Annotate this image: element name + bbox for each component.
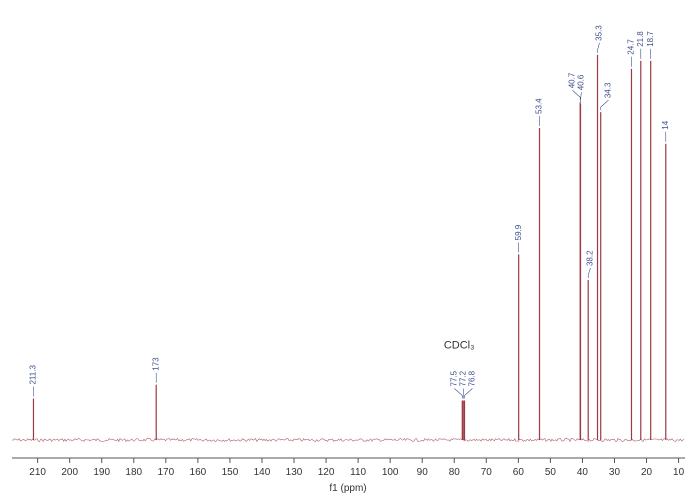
x-tick-label: 170 <box>157 467 174 478</box>
peak-label: 35.3 <box>595 25 604 41</box>
x-tick-label: 60 <box>513 467 525 478</box>
x-tick-label: 140 <box>254 467 271 478</box>
x-tick-label: 100 <box>382 467 399 478</box>
peak-label: 38.2 <box>586 250 595 266</box>
x-tick-label: 80 <box>449 467 461 478</box>
peak-label: 14 <box>661 120 670 129</box>
x-tick-label: 210 <box>29 467 46 478</box>
peak-leader <box>572 90 581 101</box>
peak-label: 40.7 <box>568 72 577 88</box>
peak-label: 18.7 <box>646 31 655 47</box>
peak-label: 40.6 <box>577 74 586 90</box>
peak-leader <box>580 92 582 103</box>
peak-label: 76.8 <box>468 370 477 386</box>
x-tick-label: 20 <box>641 467 653 478</box>
x-tick-label: 50 <box>545 467 557 478</box>
x-tick-label: 110 <box>350 467 366 478</box>
x-tick-label: 130 <box>286 467 303 478</box>
solvent-annotation: CDCl₃ <box>444 340 475 352</box>
peak-label: 34.3 <box>604 82 613 98</box>
x-tick-label: 180 <box>125 467 142 478</box>
x-tick-label: 30 <box>609 467 621 478</box>
x-tick-label: 190 <box>93 467 110 478</box>
peak-label: 77.5 <box>450 370 459 386</box>
peak-label: 59.9 <box>514 224 523 240</box>
peak-label: 77.2 <box>459 370 468 386</box>
peak-leader <box>600 99 609 111</box>
x-tick-label: 70 <box>481 467 493 478</box>
x-tick-label: 150 <box>222 467 239 478</box>
peak-label: 53.4 <box>535 98 544 114</box>
x-tick-label: 90 <box>417 467 429 478</box>
peak-leader <box>464 388 473 399</box>
peak-label: 21.8 <box>636 31 645 47</box>
x-tick-label: 160 <box>190 467 207 478</box>
peak-leader <box>587 267 591 279</box>
x-tick-label: 200 <box>61 467 78 478</box>
peak-label: 211.3 <box>29 365 38 385</box>
peak-label: 24.7 <box>627 39 636 55</box>
x-axis-title: f1 (ppm) <box>329 483 366 494</box>
x-tick-label: 10 <box>673 467 685 478</box>
baseline-noise <box>11 437 685 443</box>
x-tick-label: 40 <box>577 467 589 478</box>
peak-leader <box>454 388 463 399</box>
peak-label: 173 <box>151 357 160 371</box>
x-tick-label: 120 <box>318 467 335 478</box>
peak-leader <box>597 42 600 53</box>
